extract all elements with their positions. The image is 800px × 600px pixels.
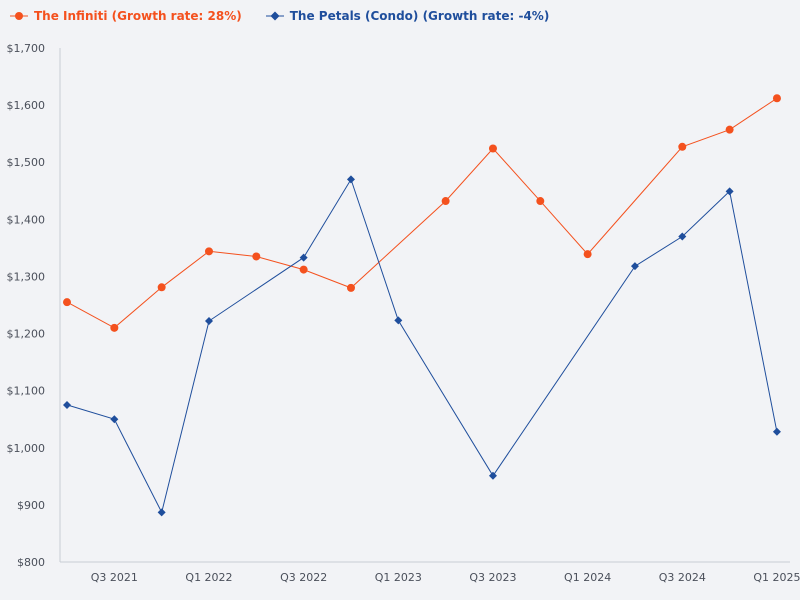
series-line-petals: [66, 178, 778, 514]
data-point-infiniti: [63, 298, 71, 307]
x-tick-label: Q1 2024: [564, 571, 611, 584]
x-tick-label: Q3 2023: [469, 571, 516, 584]
data-point-infiniti: [299, 265, 308, 274]
y-tick-label: $900: [17, 499, 45, 512]
data-point-petals: [63, 400, 71, 409]
data-point-infiniti: [772, 94, 781, 103]
y-tick-label: $1,400: [7, 213, 46, 226]
data-point-infiniti: [441, 197, 450, 206]
data-point-petals: [346, 175, 355, 184]
data-point-petals: [488, 471, 497, 480]
data-point-petals: [204, 316, 213, 325]
y-tick-label: $1,700: [7, 42, 46, 55]
y-tick-label: $1,500: [7, 156, 46, 169]
x-tick-label: Q3 2022: [280, 571, 327, 584]
data-point-petals: [110, 415, 119, 424]
data-point-infiniti: [725, 125, 734, 134]
y-tick-label: $800: [17, 556, 45, 569]
legend-marker-petals: [265, 11, 284, 21]
legend-label-petals: The Petals (Condo) (Growth rate: -4%): [289, 9, 550, 23]
data-point-infiniti: [110, 323, 119, 332]
legend-label-infiniti: The Infiniti (Growth rate: 28%): [34, 9, 242, 23]
data-point-infiniti: [583, 250, 592, 259]
x-tick-label: Q3 2024: [659, 571, 706, 584]
legend-item-petals[interactable]: The Petals (Condo) (Growth rate: -4%): [265, 9, 550, 23]
data-point-petals: [725, 187, 734, 196]
x-tick-label: Q1 2023: [375, 571, 422, 584]
data-point-petals: [772, 427, 781, 436]
data-point-infiniti: [252, 252, 261, 261]
legend-marker-infiniti: [10, 12, 28, 20]
series-line-infiniti: [66, 97, 778, 329]
data-point-infiniti: [204, 247, 213, 256]
y-tick-label: $1,000: [7, 442, 46, 455]
x-tick-label: Q3 2021: [91, 571, 138, 584]
data-point-infiniti: [678, 142, 687, 151]
data-point-petals: [299, 253, 308, 262]
data-point-infiniti: [488, 144, 497, 153]
y-tick-label: $1,200: [7, 328, 46, 341]
x-tick-label: Q1 2022: [185, 571, 232, 584]
data-point-petals: [394, 316, 403, 325]
data-point-infiniti: [346, 283, 355, 292]
legend-item-infiniti[interactable]: The Infiniti (Growth rate: 28%): [10, 9, 242, 23]
data-point-infiniti: [536, 197, 545, 206]
y-tick-label: $1,600: [7, 99, 46, 112]
x-tick-label: Q1 2025: [753, 571, 800, 584]
data-point-petals: [678, 232, 687, 241]
data-point-infiniti: [157, 283, 166, 292]
y-tick-label: $1,100: [7, 385, 46, 398]
y-tick-label: $1,300: [7, 270, 46, 283]
legend: The Infiniti (Growth rate: 28%) The Peta…: [10, 9, 549, 23]
data-point-petals: [157, 508, 166, 517]
data-point-petals: [630, 262, 639, 271]
